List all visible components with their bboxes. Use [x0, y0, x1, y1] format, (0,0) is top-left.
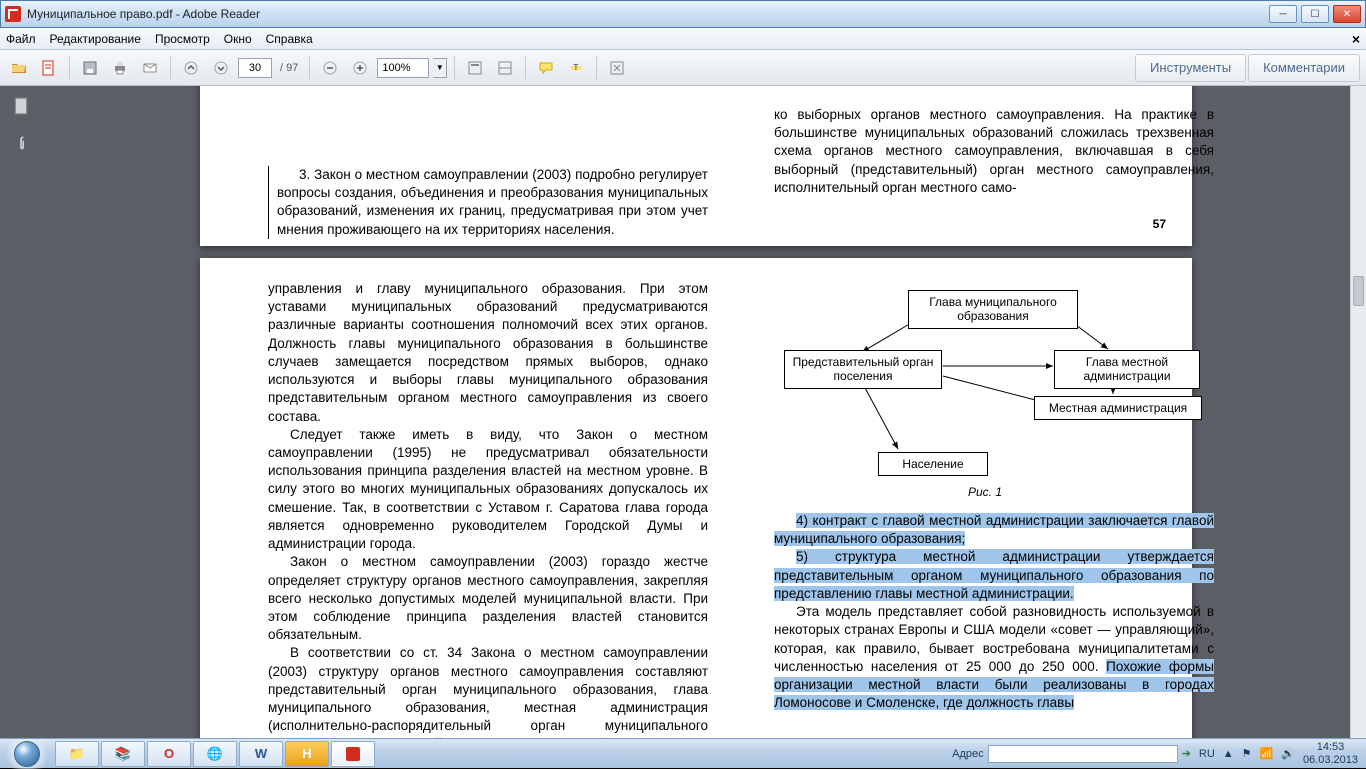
diagram-node: Представительный орган поселения [784, 350, 942, 389]
tray-volume-icon[interactable]: 🔊 [1281, 747, 1295, 760]
tray-action-center-icon[interactable]: ⚑ [1242, 747, 1252, 760]
window-titlebar: Муниципальное право.pdf - Adobe Reader ─… [0, 0, 1366, 28]
taskbar-winrar-icon[interactable]: 📚 [101, 741, 145, 767]
tray-clock[interactable]: 14:53 06.03.2013 [1303, 741, 1358, 765]
tools-panel-button[interactable]: Инструменты [1135, 54, 1246, 82]
svg-text:T: T [574, 63, 579, 72]
app-icon [5, 6, 21, 22]
attachments-icon[interactable] [9, 132, 33, 156]
comment-icon[interactable] [533, 55, 559, 81]
pdf-page-current: управления и главу муниципального образо… [200, 258, 1192, 738]
diagram-node: Глава муниципального образования [908, 290, 1078, 329]
taskbar-word-icon[interactable]: W [239, 741, 283, 767]
zoom-in-icon[interactable] [347, 55, 373, 81]
taskbar-app-icon[interactable]: Н [285, 741, 329, 767]
paragraph: Закон о местном самоуправлении (2003) го… [268, 553, 708, 644]
scrollbar-thumb[interactable] [1353, 276, 1364, 306]
diagram-node: Глава местной администрации [1054, 350, 1200, 389]
menubar: Файл Редактирование Просмотр Окно Справк… [0, 28, 1366, 50]
tray-flag-icon[interactable]: ▲ [1223, 748, 1234, 760]
save-icon[interactable] [77, 55, 103, 81]
text-column-right: Глава муниципального образования Предста… [774, 280, 1214, 712]
menu-file[interactable]: Файл [6, 32, 36, 46]
page-down-icon[interactable] [208, 55, 234, 81]
menu-view[interactable]: Просмотр [155, 32, 210, 46]
figure-1-diagram: Глава муниципального образования Предста… [778, 284, 1208, 504]
address-input[interactable] [988, 745, 1178, 763]
taskbar-explorer-icon[interactable]: 📁 [55, 741, 99, 767]
taskbar-opera-icon[interactable]: O [147, 741, 191, 767]
close-button[interactable]: ✕ [1333, 5, 1361, 23]
print-icon[interactable] [107, 55, 133, 81]
windows-taskbar: 📁 📚 O 🌐 W Н Адрес ➔ RU ▲ ⚑ 📶 🔊 14:53 06.… [0, 738, 1366, 768]
paragraph: управления и главу муниципального образо… [268, 280, 708, 426]
text-block: 3. Закон о местном самоуправлении (2003)… [268, 166, 708, 239]
start-button[interactable] [0, 739, 54, 769]
tray-network-icon[interactable]: 📶 [1260, 747, 1274, 760]
page-up-icon[interactable] [178, 55, 204, 81]
paragraph: Следует также иметь в виду, что Закон о … [268, 426, 708, 554]
highlighted-text: 5) структура местной администрации утвер… [774, 549, 1214, 600]
menubar-close-icon[interactable]: × [1352, 31, 1360, 47]
address-go-icon[interactable]: ➔ [1182, 747, 1191, 760]
page-total: / 97 [276, 62, 302, 74]
clock-date: 06.03.2013 [1303, 754, 1358, 766]
diagram-node: Местная администрация [1034, 396, 1202, 420]
taskbar-adobe-reader-icon[interactable] [331, 741, 375, 767]
page-number-input[interactable] [238, 58, 272, 78]
windows-orb-icon [14, 741, 40, 767]
email-icon[interactable] [137, 55, 163, 81]
paragraph: 4) контракт с главой местной администрац… [774, 512, 1214, 548]
zoom-out-icon[interactable] [317, 55, 343, 81]
toolbar: / 97 100% ▼ T Инструменты Комментарии [0, 50, 1366, 86]
text-column-left: управления и главу муниципального образо… [268, 280, 708, 738]
address-toolbar: Адрес ➔ [952, 745, 1191, 763]
taskbar-chrome-icon[interactable]: 🌐 [193, 741, 237, 767]
system-tray: Адрес ➔ RU ▲ ⚑ 📶 🔊 14:53 06.03.2013 [952, 741, 1366, 765]
paragraph: В соответствии со ст. 34 Закона о местно… [268, 644, 708, 738]
toolbar-btn-a[interactable] [462, 55, 488, 81]
menu-window[interactable]: Окно [224, 32, 252, 46]
open-file-icon[interactable] [6, 55, 32, 81]
window-title: Муниципальное право.pdf - Adobe Reader [27, 7, 260, 21]
maximize-button[interactable]: ☐ [1301, 5, 1329, 23]
nav-sidebar [0, 86, 42, 738]
zoom-value[interactable]: 100% [377, 58, 429, 78]
zoom-dropdown-icon[interactable]: ▼ [433, 58, 447, 78]
paragraph: Эта модель представляет собой разновидно… [774, 603, 1214, 712]
figure-caption: Рис. 1 [968, 484, 1002, 500]
menu-help[interactable]: Справка [266, 32, 313, 46]
paragraph: 5) структура местной администрации утвер… [774, 548, 1214, 603]
diagram-node: Население [878, 452, 988, 476]
highlighted-text: 4) контракт с главой местной администрац… [774, 513, 1214, 546]
minimize-button[interactable]: ─ [1269, 5, 1297, 23]
address-label: Адрес [952, 748, 984, 760]
text-block: ко выборных органов местного самоуправле… [774, 106, 1214, 197]
menu-edit[interactable]: Редактирование [50, 32, 141, 46]
comments-panel-button[interactable]: Комментарии [1248, 54, 1360, 82]
highlight-icon[interactable]: T [563, 55, 589, 81]
read-mode-icon[interactable] [604, 55, 630, 81]
document-viewport[interactable]: 3. Закон о местном самоуправлении (2003)… [42, 86, 1366, 738]
pdf-page-prev: 3. Закон о местном самоуправлении (2003)… [200, 86, 1192, 246]
vertical-scrollbar[interactable] [1350, 86, 1366, 738]
toolbar-btn-b[interactable] [492, 55, 518, 81]
page-number-label: 57 [1153, 216, 1166, 232]
clock-time: 14:53 [1303, 741, 1358, 753]
thumbnails-icon[interactable] [9, 94, 33, 118]
language-indicator[interactable]: RU [1199, 748, 1215, 760]
create-pdf-icon[interactable] [36, 55, 62, 81]
